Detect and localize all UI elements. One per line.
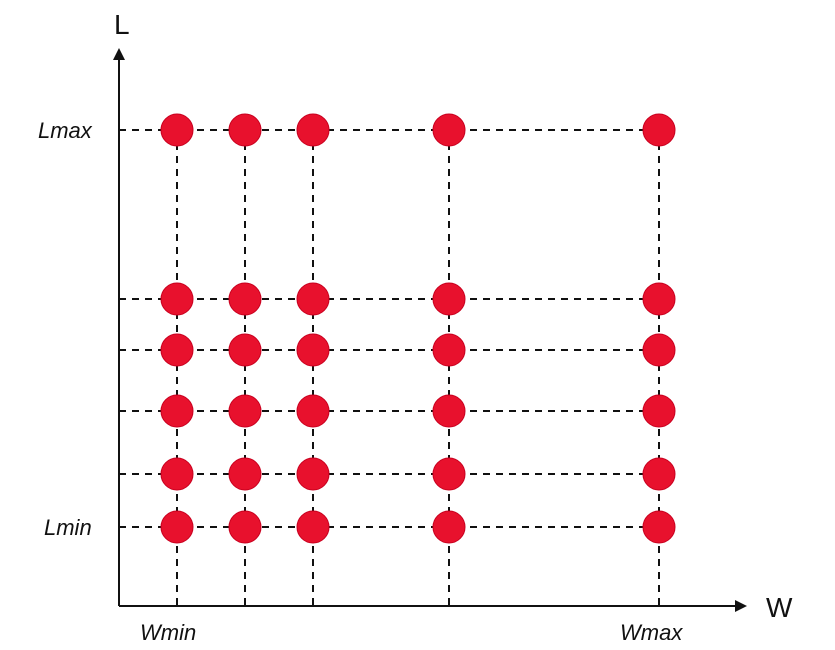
grid-node	[228, 510, 262, 544]
grid-node	[160, 282, 194, 316]
grid-node	[160, 457, 194, 491]
y-axis-title: L	[114, 9, 130, 40]
grid-node	[160, 113, 194, 147]
grid-node	[432, 113, 466, 147]
grid-node	[432, 457, 466, 491]
grid-node	[642, 113, 676, 147]
grid-node	[642, 457, 676, 491]
y-label-min: Lmin	[44, 515, 92, 540]
y-label-max: Lmax	[38, 118, 93, 143]
nodes	[160, 113, 676, 544]
grid-node	[228, 394, 262, 428]
grid-node	[228, 113, 262, 147]
grid-node	[296, 457, 330, 491]
grid-node	[296, 510, 330, 544]
x-label-max: Wmax	[620, 620, 683, 645]
grid-node	[432, 510, 466, 544]
grid-node	[642, 510, 676, 544]
grid-node	[432, 394, 466, 428]
grid-node	[296, 394, 330, 428]
grid-node	[160, 394, 194, 428]
grid-node	[228, 333, 262, 367]
x-label-min: Wmin	[140, 620, 196, 645]
grid-node	[296, 333, 330, 367]
grid-node	[296, 113, 330, 147]
grid-node	[642, 333, 676, 367]
x-axis-title: W	[766, 592, 793, 623]
grid-node	[296, 282, 330, 316]
grid-node	[642, 394, 676, 428]
grid-node	[432, 333, 466, 367]
grid-node	[228, 457, 262, 491]
grid-node	[432, 282, 466, 316]
grid-node	[160, 333, 194, 367]
grid-node	[228, 282, 262, 316]
grid-node	[160, 510, 194, 544]
grid-node	[642, 282, 676, 316]
grid-lines	[119, 129, 660, 606]
